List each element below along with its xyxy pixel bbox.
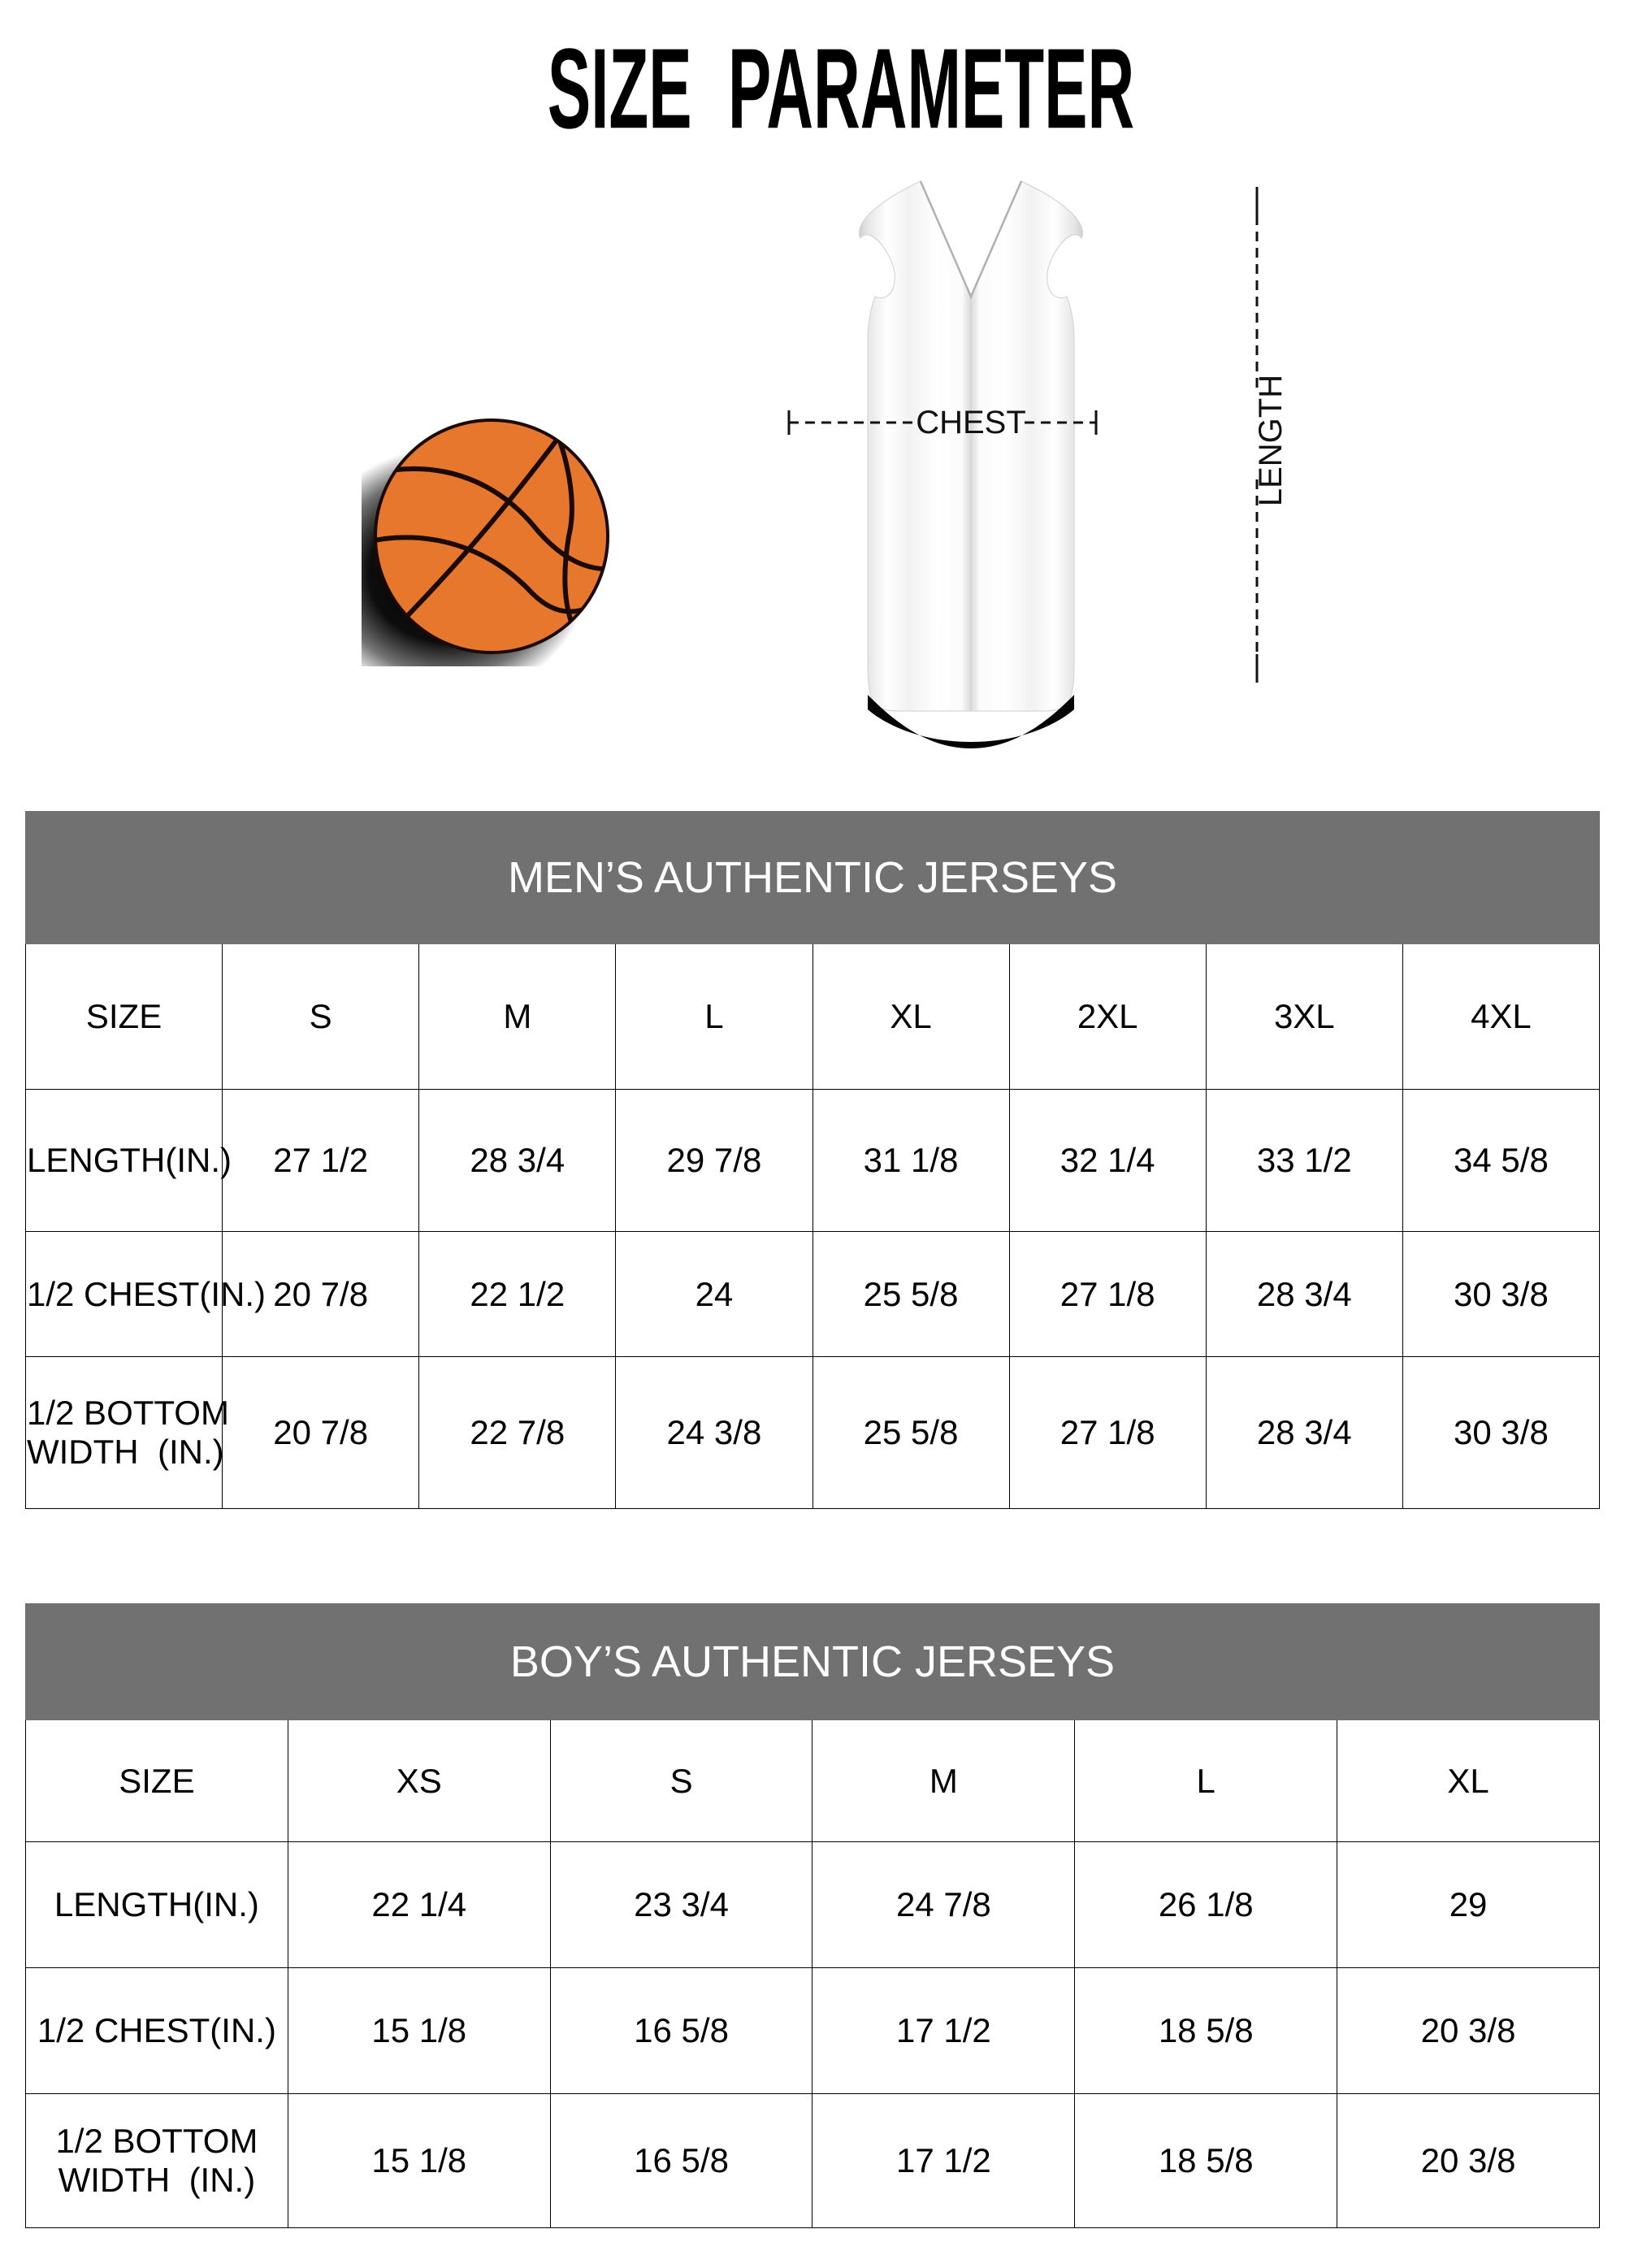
svg-text:CHEST: CHEST [916, 405, 1026, 440]
svg-text:LENGTH: LENGTH [1253, 375, 1289, 506]
